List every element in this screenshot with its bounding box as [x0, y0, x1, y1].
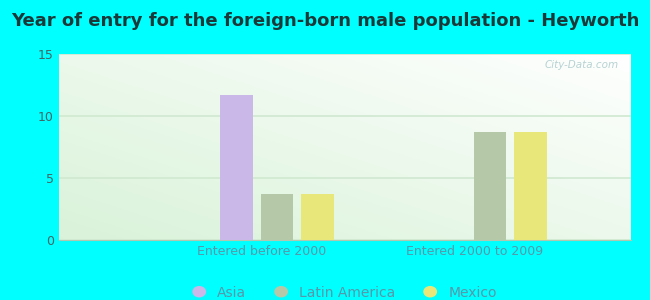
Legend: Asia, Latin America, Mexico: Asia, Latin America, Mexico — [187, 280, 502, 300]
Bar — [220, 95, 253, 240]
Bar — [474, 132, 506, 240]
Text: Year of entry for the foreign-born male population - Heyworth: Year of entry for the foreign-born male … — [11, 12, 639, 30]
Bar — [301, 194, 334, 240]
Bar — [261, 194, 293, 240]
Text: City-Data.com: City-Data.com — [545, 60, 619, 70]
Bar — [514, 132, 547, 240]
